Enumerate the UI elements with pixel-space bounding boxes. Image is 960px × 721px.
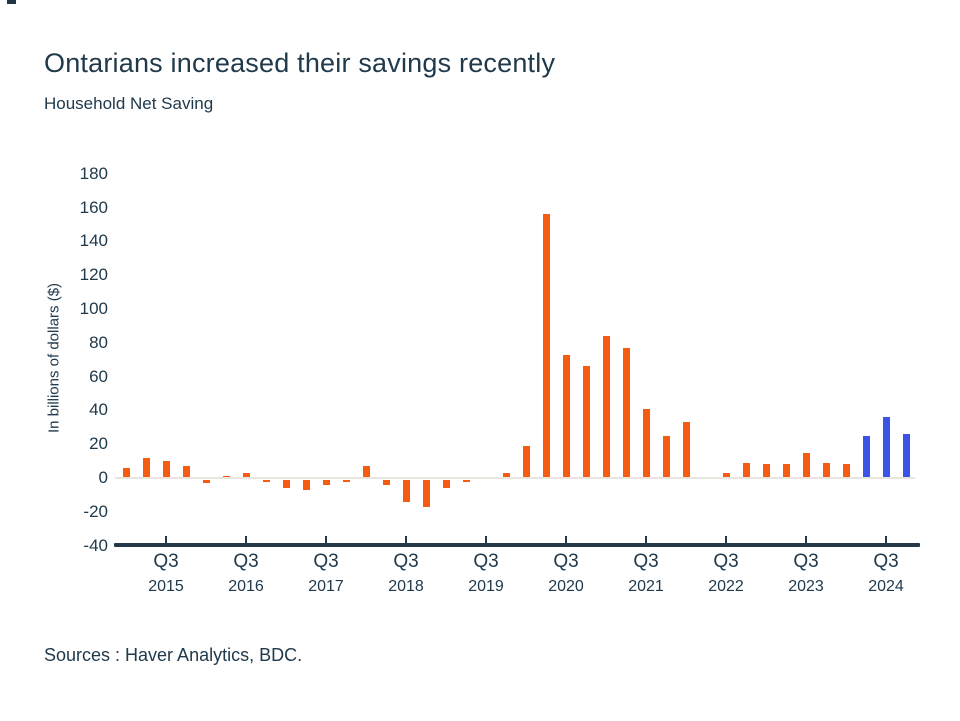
y-tick-label: 20 <box>89 434 108 454</box>
x-tick-mark <box>244 535 248 544</box>
y-tick-label: 120 <box>79 265 108 285</box>
x-label-2017: Q3 2017 <box>284 551 368 596</box>
bar-2020-q2 <box>542 214 550 478</box>
x-label-quarter: Q3 <box>793 551 819 572</box>
corner-mark <box>7 0 16 4</box>
bar-2017-q3 <box>322 480 330 486</box>
bar-2022-q4 <box>742 462 750 478</box>
bar-2016-q3 <box>242 472 250 478</box>
x-tick-mark <box>484 535 488 544</box>
bar-2022-q3 <box>722 472 730 478</box>
bar-2015-q1 <box>122 467 130 478</box>
x-label-2021: Q3 2021 <box>604 551 688 596</box>
x-tick-mark <box>564 535 568 544</box>
y-tick-label: 160 <box>79 197 108 217</box>
bar-2020-q4 <box>582 366 590 478</box>
x-tick-mark <box>404 535 408 544</box>
bar-2020-q1 <box>522 445 530 478</box>
bar-2019-q1 <box>442 480 450 489</box>
bar-2018-q4 <box>422 480 430 508</box>
bar-2024-q2 <box>862 435 870 478</box>
bar-2019-q2 <box>462 480 470 482</box>
bar-2022-q1 <box>682 422 690 478</box>
x-label-2016: Q3 2016 <box>204 551 288 596</box>
x-tick-mark <box>724 535 728 544</box>
x-label-quarter: Q3 <box>233 551 259 572</box>
y-tick-label: 100 <box>79 299 108 318</box>
x-axis-line <box>114 543 920 547</box>
bar-2016-q4 <box>262 480 270 482</box>
bar-2017-q4 <box>342 480 350 482</box>
bar-2015-q4 <box>182 466 190 478</box>
bar-2020-q3 <box>562 354 570 478</box>
x-label-year: 2021 <box>628 578 664 595</box>
bar-2017-q2 <box>302 480 310 491</box>
y-tick-label: 140 <box>79 231 108 251</box>
chart-subtitle: Household Net Saving <box>44 94 214 113</box>
bar-2024-q3 <box>882 417 890 478</box>
bar-2016-q1 <box>202 480 210 484</box>
x-tick-mark <box>644 535 648 544</box>
y-tick-label: 60 <box>89 366 108 386</box>
bar-2021-q3 <box>642 408 650 478</box>
x-label-2015: Q3 2015 <box>124 551 208 596</box>
x-label-2023: Q3 2023 <box>764 551 848 596</box>
bar-2017-q1 <box>282 480 290 489</box>
x-tick-mark <box>804 535 808 544</box>
x-label-quarter: Q3 <box>553 551 579 572</box>
x-label-quarter: Q3 <box>633 551 659 572</box>
x-label-2024: Q3 2024 <box>844 551 928 596</box>
x-label-quarter: Q3 <box>313 551 339 572</box>
bar-2023-q4 <box>822 462 830 478</box>
x-tick-mark <box>324 535 328 544</box>
bar-2021-q2 <box>622 347 630 478</box>
x-label-year: 2019 <box>468 578 504 595</box>
x-label-year: 2017 <box>308 578 344 595</box>
bar-2023-q1 <box>762 464 770 478</box>
y-tick-label: 80 <box>89 332 108 352</box>
x-label-quarter: Q3 <box>153 551 179 572</box>
y-tick-label: 40 <box>89 400 108 420</box>
x-label-year: 2022 <box>708 578 744 595</box>
x-label-quarter: Q3 <box>713 551 739 572</box>
bar-2018-q3 <box>402 480 410 502</box>
x-label-2020: Q3 2020 <box>524 551 608 596</box>
chart-title: Ontarians increased their savings recent… <box>44 48 556 78</box>
x-label-year: 2018 <box>388 578 424 595</box>
x-tick-mark <box>884 535 888 544</box>
bar-2018-q2 <box>382 480 390 486</box>
sources-note: Sources : Haver Analytics, BDC. <box>44 645 303 665</box>
x-label-quarter: Q3 <box>393 551 419 572</box>
bar-2023-q2 <box>782 464 790 478</box>
x-label-year: 2020 <box>548 578 584 595</box>
y-tick-label: -20 <box>83 501 108 521</box>
x-label-year: 2023 <box>788 578 824 595</box>
x-label-year: 2016 <box>228 578 264 595</box>
bar-2015-q2 <box>142 457 150 478</box>
bar-2024-q1 <box>842 464 850 478</box>
x-label-year: 2015 <box>148 578 184 595</box>
bar-2021-q1 <box>602 336 610 478</box>
bar-2023-q3 <box>802 452 810 478</box>
bar-2019-q4 <box>502 472 510 478</box>
y-tick-label: -40 <box>83 535 108 555</box>
bar-2024-q4 <box>902 434 910 478</box>
y-tick-label: 180 <box>79 163 108 183</box>
y-tick-label: 0 <box>98 468 108 487</box>
x-label-2022: Q3 2022 <box>684 551 768 596</box>
x-tick-mark <box>164 535 168 544</box>
zero-baseline <box>115 477 915 479</box>
x-label-year: 2024 <box>868 578 904 595</box>
x-label-2018: Q3 2018 <box>364 551 448 596</box>
bar-2015-q3 <box>162 461 170 478</box>
x-label-quarter: Q3 <box>873 551 899 572</box>
bar-2021-q4 <box>662 435 670 478</box>
x-label-quarter: Q3 <box>473 551 499 572</box>
x-label-2019: Q3 2019 <box>444 551 528 596</box>
bar-2018-q1 <box>362 466 370 478</box>
